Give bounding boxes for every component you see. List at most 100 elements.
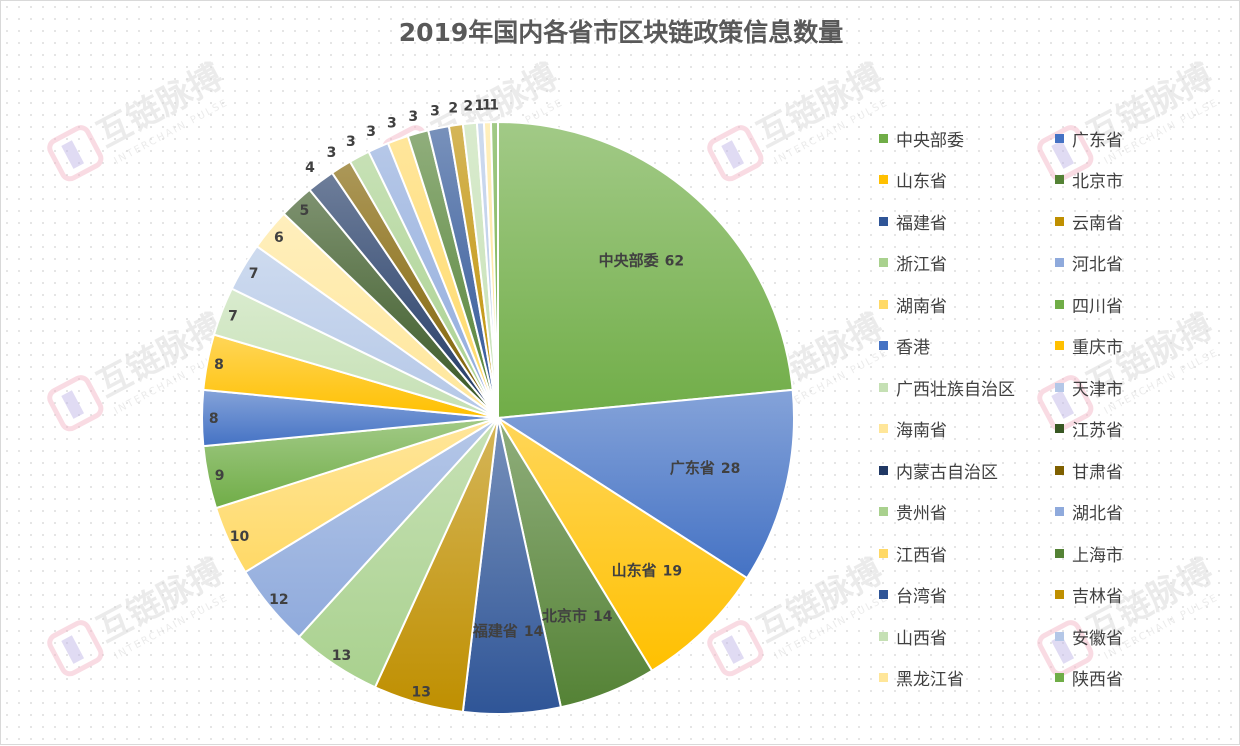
legend-item: 内蒙古自治区 [879, 459, 998, 483]
data-label-23: 3 [430, 104, 440, 120]
data-label-9: 10 [230, 529, 250, 545]
data-label-17: 4 [305, 160, 315, 176]
legend-item: 湖北省 [1055, 501, 1123, 524]
data-label-11: 8 [209, 411, 219, 427]
pie-slice-3 [497, 417, 749, 673]
legend-item: 黑龙江省 [879, 667, 964, 690]
legend-swatch [879, 590, 888, 599]
legend-swatch [1055, 258, 1064, 267]
legend-label: 贵州省 [896, 504, 947, 524]
legend-label: 福建省 [896, 213, 947, 234]
legend-swatch [879, 175, 888, 184]
legend-label: 广西壮族自治区 [896, 379, 1015, 400]
data-label-15: 6 [274, 230, 284, 246]
legend-item: 贵州省 [879, 501, 947, 524]
legend-label: 浙江省 [896, 255, 947, 275]
legend-swatch [1055, 382, 1064, 392]
legend-label: 香港 [896, 338, 930, 358]
legend-label: 北京市 [1072, 172, 1123, 192]
chart-title: 2019年国内各省市区块链政策信息数量 [398, 18, 844, 47]
legend-item: 云南省 [1055, 210, 1123, 234]
legend-swatch [879, 631, 888, 641]
legend-label: 陕西省 [1072, 670, 1123, 690]
data-label-19: 3 [346, 134, 356, 150]
legend-label: 黑龙江省 [896, 670, 964, 690]
data-label-27: 1 [482, 97, 492, 113]
legend-swatch [1055, 175, 1064, 184]
legend-label: 湖南省 [896, 296, 947, 317]
data-label-28: 1 [489, 97, 499, 113]
legend-item: 四川省 [1055, 293, 1123, 317]
legend-item: 广东省 [1055, 127, 1123, 151]
data-label-10: 9 [215, 468, 225, 484]
legend-label: 天津市 [1072, 379, 1123, 400]
data-label-3: 山东省 19 [612, 562, 683, 580]
data-label-4: 北京市 14 [542, 607, 613, 625]
legend-item: 海南省 [879, 418, 947, 441]
legend-item: 福建省 [879, 210, 947, 234]
legend-swatch [879, 507, 888, 516]
data-label-16: 5 [300, 203, 310, 219]
legend-swatch [879, 673, 888, 682]
legend-swatch [879, 133, 888, 143]
data-label-18: 3 [327, 145, 337, 161]
data-label-13: 7 [228, 309, 238, 325]
legend-label: 云南省 [1072, 213, 1123, 234]
data-label-12: 8 [214, 357, 224, 373]
legend-item: 吉林省 [1055, 584, 1123, 607]
data-label-22: 3 [408, 109, 418, 125]
legend-label: 江西省 [896, 545, 947, 566]
legend-swatch [1055, 507, 1064, 516]
legend-item: 台湾省 [879, 584, 947, 607]
legend-label: 安徽省 [1072, 628, 1123, 649]
legend-item: 山东省 [879, 169, 947, 192]
data-label-1: 中央部委 62 [599, 251, 685, 269]
legend-swatch [1055, 631, 1064, 641]
legend-item: 江苏省 [1055, 418, 1123, 441]
legend-item: 江西省 [879, 542, 947, 566]
legend-item: 河北省 [1055, 252, 1123, 275]
data-label-20: 3 [366, 124, 376, 140]
legend-label: 四川省 [1072, 296, 1123, 317]
legend-item: 浙江省 [879, 252, 947, 275]
pie-slices [200, 120, 796, 715]
legend-swatch [1055, 424, 1064, 433]
legend-item: 湖南省 [879, 293, 947, 317]
data-label-21: 3 [387, 116, 397, 132]
legend-label: 河北省 [1072, 255, 1123, 275]
legend-swatch [879, 382, 888, 392]
legend-label: 广东省 [1072, 130, 1123, 151]
legend-item: 香港 [879, 335, 930, 358]
legend-item: 陕西省 [1055, 667, 1123, 690]
legend-swatch [879, 299, 888, 309]
legend-item: 重庆市 [1055, 335, 1123, 358]
data-label-14: 7 [249, 266, 259, 282]
legend-label: 山西省 [896, 628, 947, 649]
legend-swatch [879, 341, 888, 350]
legend-swatch [1055, 590, 1064, 599]
pie-slice-28 [489, 120, 499, 419]
data-label-25: 2 [463, 99, 473, 115]
data-label-24: 2 [448, 100, 458, 116]
legend-label: 重庆市 [1072, 338, 1123, 358]
pie-slice-1 [497, 120, 794, 420]
data-label-6: 13 [411, 685, 430, 701]
legend-label: 内蒙古自治区 [896, 462, 998, 483]
legend-swatch [1055, 133, 1064, 143]
legend-label: 台湾省 [896, 587, 947, 607]
legend-label: 湖北省 [1072, 504, 1123, 524]
data-label-7: 13 [332, 648, 351, 664]
legend-label: 山东省 [896, 172, 947, 192]
legend-item: 上海市 [1055, 542, 1123, 566]
legend-swatch [879, 465, 888, 475]
legend-swatch [879, 548, 888, 558]
legend-swatch [879, 216, 888, 226]
legend-swatch [879, 424, 888, 433]
legend-swatch [1055, 673, 1064, 682]
legend-swatch [1055, 341, 1064, 350]
legend-swatch [1055, 216, 1064, 226]
legend-swatch [1055, 548, 1064, 558]
legend-label: 海南省 [896, 421, 947, 441]
